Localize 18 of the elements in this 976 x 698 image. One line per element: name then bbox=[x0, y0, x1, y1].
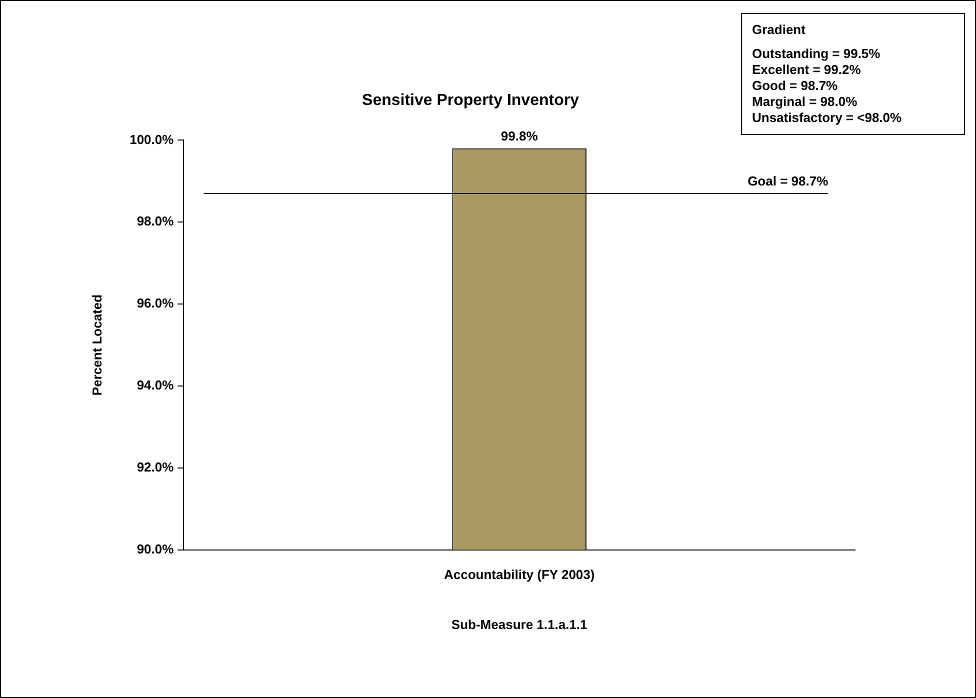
text: Marginal = 98.0% bbox=[752, 94, 858, 110]
y-tick-label: 98.0% bbox=[136, 214, 174, 229]
y-tick-label: 100.0% bbox=[130, 132, 174, 147]
x-tick-label: Accountability (FY 2003) bbox=[444, 567, 595, 582]
y-tick-label: 90.0% bbox=[136, 541, 174, 556]
y-tick-label: 96.0% bbox=[136, 296, 174, 311]
text: Good = 98.7% bbox=[752, 78, 839, 94]
y-tick-label: 94.0% bbox=[136, 378, 174, 393]
text: Outstanding = 99.5% bbox=[752, 46, 882, 62]
text: Unsatisfactory = <98.0% bbox=[752, 110, 903, 126]
x-axis-title: Sub-Measure 1.1.a.1.1 bbox=[451, 616, 588, 632]
y-tick-label: 92.0% bbox=[136, 459, 174, 474]
data-label: 99.8% bbox=[500, 128, 538, 144]
y-axis-title: Percent Located bbox=[89, 294, 104, 396]
text: Gradient bbox=[752, 22, 806, 38]
text: Excellent = 99.2% bbox=[752, 62, 862, 78]
ref-line-label: Goal = 98.7% bbox=[748, 174, 829, 189]
chart-title: Sensitive Property Inventory bbox=[362, 92, 580, 110]
